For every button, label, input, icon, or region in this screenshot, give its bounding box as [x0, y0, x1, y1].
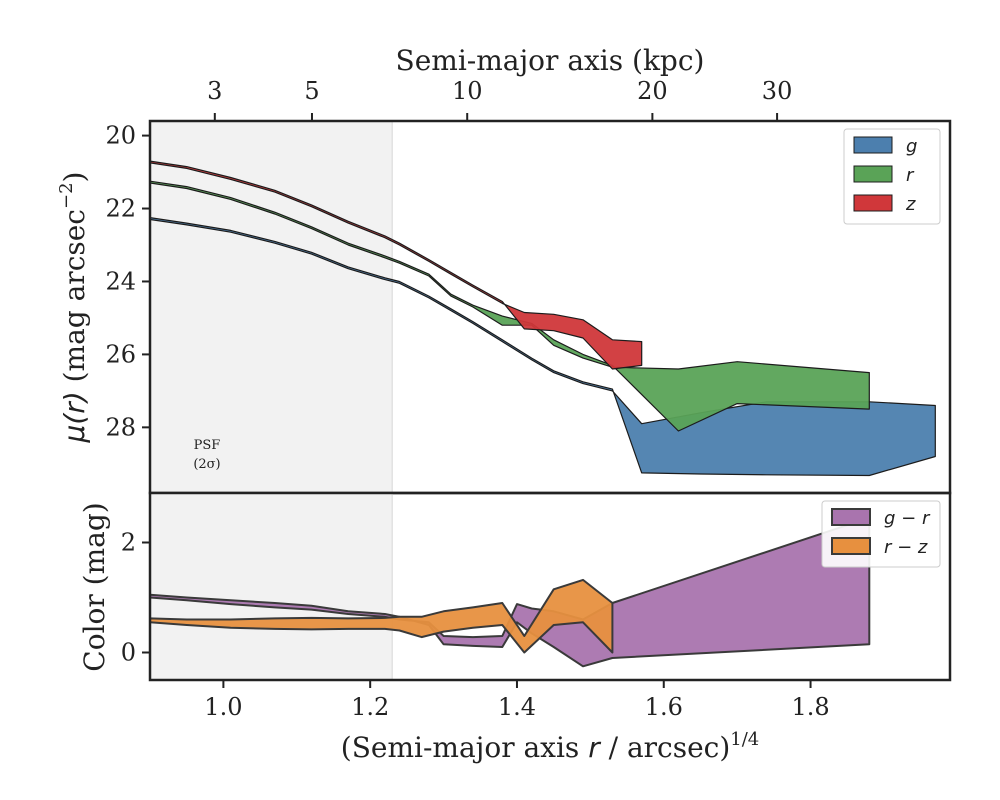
panel-frame [148, 491, 952, 682]
bottom-axis-title-exp: 1/4 [730, 729, 759, 750]
legend-swatch [853, 194, 893, 212]
legend-label: r [906, 165, 915, 186]
y-tick-label: 28 [105, 413, 136, 441]
bottom-axis-title-main: (Semi-major axis [341, 731, 588, 764]
y-tick-label: 0 [121, 639, 136, 667]
bottom-axis-title-r: r [588, 731, 601, 764]
legend-label: z [905, 194, 916, 215]
top-tick-label: 10 [452, 77, 483, 105]
psf-shade [150, 493, 393, 680]
y-tick-label: 20 [105, 122, 136, 150]
legend-label: g [906, 136, 917, 157]
upper-ylabel: μ(r) (mag arcsec−2) [56, 172, 91, 444]
band-rz [150, 578, 614, 654]
x-tick-label: 1.4 [498, 693, 536, 721]
x-tick-label: 1.2 [351, 693, 389, 721]
y-tick-label: 22 [105, 195, 136, 223]
band-r [150, 180, 870, 432]
top-tick-label: 5 [304, 77, 319, 105]
x-tick-label: 1.0 [204, 693, 242, 721]
bottom-axis-title: (Semi-major axis r / arcsec)1/4 [341, 729, 759, 764]
psf-label-line1: PSF [194, 438, 221, 453]
top-tick-label: 3 [207, 77, 222, 105]
top-axis-title: Semi-major axis (kpc) [396, 44, 705, 77]
upper-ylabel-close: ) [58, 172, 91, 183]
legend-swatch [853, 165, 893, 183]
y-tick-label: 26 [105, 340, 136, 368]
band-g [150, 217, 936, 477]
legend: g − r r − z [821, 500, 941, 568]
legend-swatch [853, 136, 893, 154]
x-tick-label: 1.6 [645, 693, 683, 721]
color-panel: 0 2 1.0 1.2 1.4 1.6 1.8 g − r r − z [121, 491, 952, 721]
legend-swatch [831, 537, 871, 555]
legend-label: r − z [884, 537, 928, 558]
legend-swatch [831, 508, 871, 526]
psf-label-line2: (2σ) [193, 457, 220, 472]
bands [150, 160, 936, 477]
upper-ylabel-mu: μ(r) [58, 391, 91, 443]
y-tick-label: 24 [105, 267, 136, 295]
upper-ylabel-unit: (mag arcsec [58, 209, 91, 391]
top-tick-label: 20 [637, 77, 668, 105]
bottom-axis-title-rest: / arcsec) [600, 731, 731, 764]
band-z [150, 160, 643, 370]
upper-ylabel-exp: −2 [56, 182, 77, 209]
legend: grz [843, 128, 941, 225]
x-tick-label: 1.8 [791, 693, 829, 721]
lower-ylabel: Color (mag) [78, 502, 111, 671]
surface-brightness-panel: 20 22 24 26 28 3 5 10 20 30 grz [105, 77, 952, 495]
legend-label: g − r [884, 508, 931, 529]
y-tick-label: 2 [121, 529, 136, 557]
top-tick-label: 30 [762, 77, 793, 105]
psf-shade [150, 121, 393, 493]
